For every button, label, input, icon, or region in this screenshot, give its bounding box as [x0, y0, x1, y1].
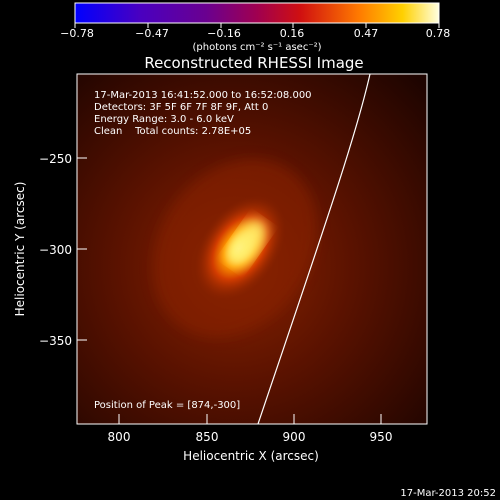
info-time-range: 17-Mar-2013 16:41:52.000 to 16:52:08.000 — [94, 90, 312, 101]
y-tick-300: −300 — [39, 243, 72, 257]
info-energy: Energy Range: 3.0 - 6.0 keV — [94, 114, 234, 125]
y-axis-label: Heliocentric Y (arcsec) — [13, 182, 27, 317]
y-tick-250: −250 — [39, 152, 72, 166]
colorbar-tick-0: −0.78 — [60, 27, 94, 40]
x-tick-950: 950 — [370, 430, 393, 444]
colorbar-tick-5: 0.78 — [426, 27, 451, 40]
colorbar-tick-3: 0.16 — [280, 27, 305, 40]
x-axis-label: Heliocentric X (arcsec) — [183, 449, 319, 463]
colorbar — [74, 2, 440, 24]
plot-title: Reconstructed RHESSI Image — [144, 54, 363, 72]
solar-image — [77, 73, 427, 425]
info-peak: Position of Peak = [874,-300] — [94, 400, 240, 411]
colorbar-tick-1: −0.47 — [135, 27, 169, 40]
timestamp: 17-Mar-2013 20:52 — [400, 488, 496, 499]
x-tick-900: 900 — [283, 430, 306, 444]
y-tick-350: −350 — [39, 334, 72, 348]
solar-limb — [257, 73, 371, 425]
info-detectors: Detectors: 3F 5F 6F 7F 8F 9F, Att 0 — [94, 102, 268, 113]
x-tick-850: 850 — [196, 430, 219, 444]
colorbar-tick-2: −0.16 — [207, 27, 241, 40]
colorbar-units: (photons cm⁻² s⁻¹ asec⁻²) — [192, 42, 321, 53]
info-clean: Clean Total counts: 2.78E+05 — [94, 126, 251, 137]
x-tick-800: 800 — [108, 430, 131, 444]
colorbar-tick-4: 0.47 — [354, 27, 379, 40]
